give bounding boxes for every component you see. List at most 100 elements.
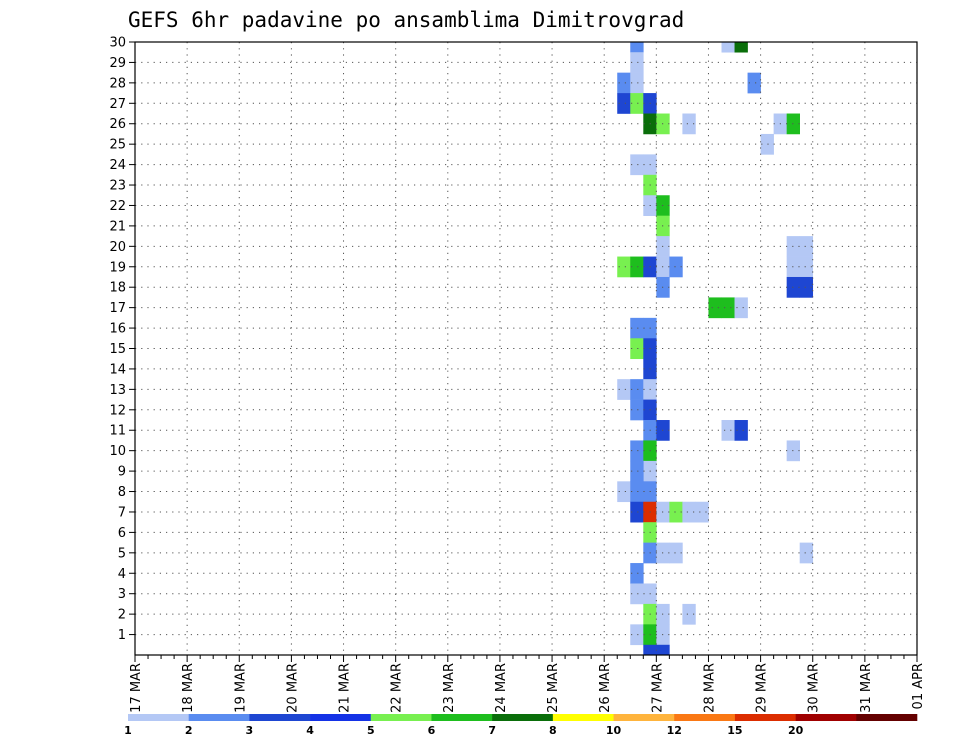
data-cell [721,42,735,53]
colorbar-label: 4 [306,724,314,737]
y-tick-label: 30 [109,36,126,51]
data-cell [630,93,644,114]
y-tick-label: 15 [109,342,126,357]
x-tick-label: 29 MAR [755,663,770,713]
y-tick-label: 25 [109,138,126,153]
y-tick-label: 11 [109,424,126,439]
x-tick-label: 25 MAR [546,663,561,713]
y-tick-label: 21 [109,219,126,234]
data-cell [630,440,644,462]
y-axis: 1234567891011121314151617181920212223242… [109,36,135,643]
data-cell [630,256,644,278]
data-cell [630,501,644,523]
data-cell [799,256,814,278]
y-tick-label: 23 [109,179,126,194]
x-tick-label: 27 MAR [650,663,665,713]
data-cell [617,481,631,503]
y-tick-label: 7 [118,505,126,520]
data-cell [630,399,644,421]
colorbar-label: 15 [727,724,742,737]
data-cell [721,420,735,441]
colorbar-swatch [856,714,918,721]
colorbar-swatch [552,714,614,721]
data-cell [669,542,683,564]
data-cell [630,42,644,53]
y-tick-label: 14 [109,362,126,377]
data-cell [734,297,748,319]
colorbar-swatch [128,714,189,721]
y-tick-label: 29 [109,56,126,71]
x-tick-label: 28 MAR [702,663,717,713]
y-tick-label: 16 [109,322,126,337]
data-cell [630,624,644,646]
x-tick-label: 22 MAR [390,663,405,713]
x-tick-label: 20 MAR [285,663,300,713]
data-cell [695,501,709,523]
data-cell [617,256,631,278]
data-cell [617,93,631,114]
x-tick-label: 17 MAR [129,663,144,713]
data-cell [747,72,761,94]
colorbar-label: 8 [549,724,557,737]
data-cell [734,420,748,441]
colorbar-label: 1 [124,724,132,737]
colorbar-swatch [613,714,675,721]
y-tick-label: 5 [118,546,126,561]
data-cell [630,563,644,584]
y-tick-label: 9 [118,465,126,480]
data-cell [682,113,696,135]
y-tick-label: 19 [109,260,126,275]
colorbar-swatch [188,714,250,721]
x-tick-label: 30 MAR [807,663,822,713]
data-cell [799,236,814,257]
y-tick-label: 24 [109,158,126,173]
colorbar-label: 6 [428,724,436,737]
data-cell [617,72,631,94]
colorbar-swatch [310,714,372,721]
y-tick-label: 10 [109,444,126,459]
y-tick-label: 20 [109,240,126,255]
x-tick-label: 24 MAR [494,663,509,713]
data-cell [643,644,657,656]
grid-lines [135,42,917,655]
x-tick-label: 18 MAR [181,663,196,713]
y-tick-label: 4 [118,567,126,582]
y-tick-label: 17 [109,301,126,316]
colorbar-label: 10 [606,724,622,737]
x-tick-label: 19 MAR [233,663,248,713]
data-cell [669,501,683,523]
data-cell [630,72,644,94]
data-cell [721,297,735,319]
y-tick-label: 2 [118,608,126,623]
colorbar-label: 12 [667,724,682,737]
data-cell [669,256,683,278]
colorbar-swatch [734,714,796,721]
data-cell [630,338,644,360]
colorbar-label: 3 [246,724,254,737]
data-cell [682,501,696,523]
data-cell [734,42,748,53]
y-tick-label: 1 [118,628,126,643]
colorbar-label: 7 [488,724,496,737]
colorbar-label: 5 [367,724,375,737]
x-tick-label: 21 MAR [338,663,353,713]
data-cell [630,583,644,605]
data-cell [656,644,670,656]
y-tick-label: 8 [118,485,126,500]
data-cell [760,133,774,155]
data-cell [682,603,696,625]
x-axis: 17 MAR 18 MAR 19 MAR 20 MAR 21 MAR 22 MAR 23 M… [129,655,926,713]
x-tick-label: 31 MAR [859,663,874,713]
y-tick-label: 6 [118,526,126,541]
colorbar: 1 2 3 4 5 6 7 8 10 12 15 20 [124,714,918,737]
y-tick-label: 18 [109,281,126,296]
data-cell [630,52,644,73]
chart-title: GEFS 6hr padavine po ansamblima Dimitrov… [128,8,684,32]
x-tick-label: 01 APR [911,663,926,709]
colorbar-swatch [249,714,311,721]
y-tick-label: 3 [118,587,126,602]
data-cell [708,297,722,319]
colorbar-swatch [431,714,493,721]
data-cell [630,317,644,339]
